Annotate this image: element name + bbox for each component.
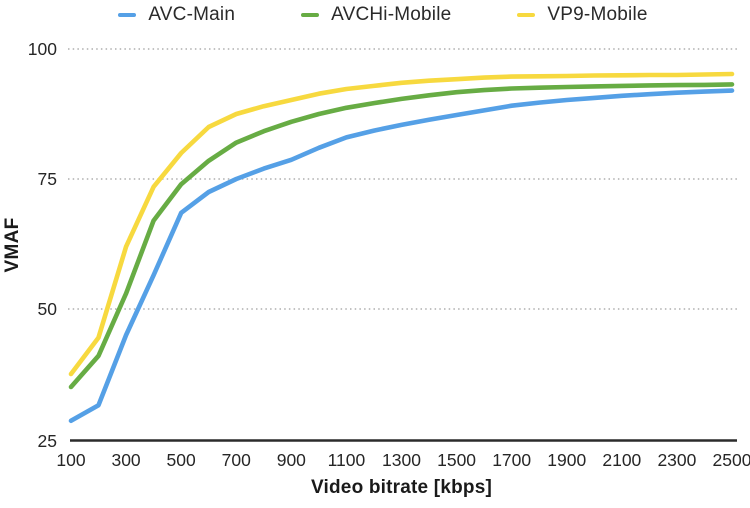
x-tick-label-900: 900: [276, 450, 306, 470]
x-tick-label-2100: 2100: [602, 450, 642, 470]
x-tick-label-700: 700: [221, 450, 251, 470]
series-line-vp9-mobile: [68, 71, 735, 377]
x-tick-label-100: 100: [56, 450, 86, 470]
x-tick-label-1900: 1900: [547, 450, 587, 470]
series-line-avc-main: [68, 88, 735, 424]
legend-item-avchi-mobile: AVCHi-Mobile: [301, 4, 451, 26]
chart-legend: AVC-Main AVCHi-Mobile VP9-Mobile: [16, 2, 750, 28]
legend-label: VP9-Mobile: [547, 4, 648, 25]
y-axis-title: VMAF: [2, 217, 23, 273]
series-line-avchi-mobile: [68, 82, 735, 390]
y-tick-label-50: 50: [37, 299, 57, 319]
x-tick-label-500: 500: [166, 450, 196, 470]
x-tick-label-1500: 1500: [437, 450, 477, 470]
y-tick-label-25: 25: [37, 430, 57, 451]
y-tick-label-75: 75: [37, 169, 57, 189]
x-tick-label-1700: 1700: [492, 450, 532, 470]
x-tick-label-300: 300: [111, 450, 141, 470]
x-tick-label-1100: 1100: [327, 450, 366, 470]
x-axis-title: Video bitrate [kbps]: [310, 477, 492, 498]
x-tick-label-2500: 2500: [712, 450, 750, 470]
x-tick-label-1300: 1300: [382, 450, 421, 470]
vp9-mobile-line-swatch-icon: [517, 12, 536, 18]
legend-item-avc-main: AVC-Main: [118, 4, 235, 26]
y-tick-label-100: 100: [27, 39, 57, 59]
legend-item-vp9-mobile: VP9-Mobile: [517, 4, 647, 26]
avc-main-line-swatch-icon: [118, 12, 137, 18]
legend-label: AVC-Main: [148, 4, 236, 25]
legend-label: AVCHi-Mobile: [331, 4, 452, 25]
avchi-mobile-line-swatch-icon: [301, 12, 320, 18]
x-tick-label-2300: 2300: [657, 450, 697, 470]
